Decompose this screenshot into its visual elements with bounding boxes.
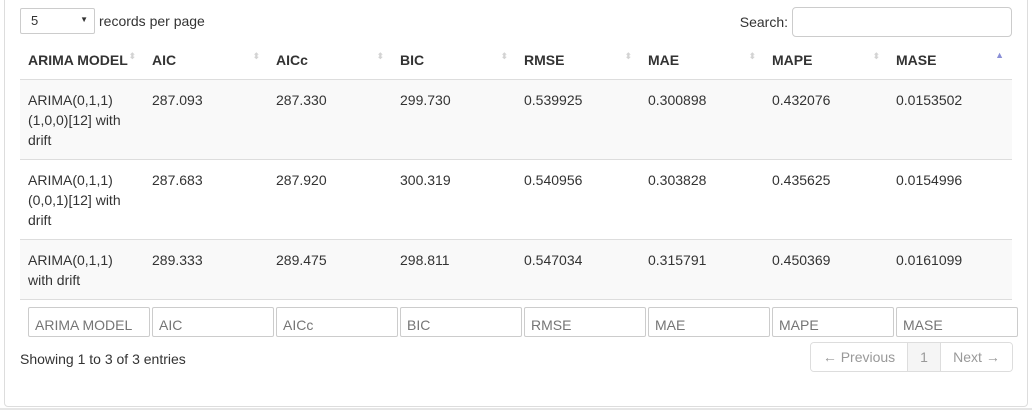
column-header-bic[interactable]: BIC ⬍: [392, 41, 516, 80]
sort-icon: ⬍: [872, 51, 880, 61]
cell-mase: 0.0154996: [888, 158, 1012, 239]
pagination: ← Previous 1 Next →: [810, 342, 1013, 372]
column-header-aic[interactable]: AIC ⬍: [144, 41, 268, 80]
sort-icon: ⬍: [252, 51, 260, 61]
cell-aicc: 287.920: [268, 158, 392, 239]
cell-arima-model: ARIMA(0,1,1) (1,0,0)[12] with drift: [20, 78, 144, 159]
cell-mae: 0.303828: [640, 158, 764, 239]
cell-mae: 0.315791: [640, 238, 764, 299]
model-line: with drift: [28, 271, 81, 288]
table-row: ARIMA(0,1,1) (1,0,0)[12] with drift 287.09…: [20, 78, 1012, 159]
cell-bic: 300.319: [392, 158, 516, 239]
filter-row: [20, 298, 1018, 337]
results-table: ARIMA MODEL ⬍ AIC ⬍ AICc ⬍ BIC ⬍ RMSE ⬍ MAE ⬍ …: [20, 41, 1018, 337]
sort-icon: ⬍: [500, 51, 508, 61]
model-line: ARIMA(0,1,1): [28, 171, 113, 188]
cell-aicc: 289.475: [268, 238, 392, 299]
page-1-button[interactable]: 1: [908, 343, 941, 371]
table-row: ARIMA(0,1,1) (0,0,1)[12] with drift 287.68…: [20, 158, 1012, 239]
column-header-aicc[interactable]: AICc ⬍: [268, 41, 392, 80]
sort-icon: ⬍: [376, 51, 384, 61]
column-header-rmse[interactable]: RMSE ⬍: [516, 41, 640, 80]
records-per-page-select[interactable]: 5 ▼: [20, 8, 95, 34]
cell-aicc: 287.330: [268, 78, 392, 159]
column-header-label: RMSE: [524, 51, 565, 68]
filter-input-mape[interactable]: [772, 306, 894, 337]
length-control: 5 ▼ records per page: [20, 8, 205, 34]
filter-input-arima-model[interactable]: [28, 306, 150, 337]
cell-rmse: 0.539925: [516, 78, 640, 159]
cell-arima-model: ARIMA(0,1,1) (0,0,1)[12] with drift: [20, 158, 144, 239]
cell-mape: 0.450369: [764, 238, 888, 299]
column-header-label: MAPE: [772, 51, 813, 68]
column-header-label: BIC: [400, 51, 425, 68]
model-line: drift: [28, 211, 52, 228]
column-header-label: MASE: [896, 51, 937, 68]
column-header-mase[interactable]: MASE ▲: [888, 41, 1012, 80]
sort-ascending-icon: ▲: [995, 50, 1004, 60]
cell-mae: 0.300898: [640, 78, 764, 159]
search-control: Search:: [740, 7, 1012, 37]
filter-input-mae[interactable]: [648, 306, 770, 337]
records-per-page-label: records per page: [99, 13, 205, 29]
cell-mase: 0.0161099: [888, 238, 1012, 299]
sort-icon: ⬍: [748, 51, 756, 61]
cell-bic: 298.811: [392, 238, 516, 299]
model-line: (1,0,0)[12] with: [28, 111, 121, 128]
header-row: ARIMA MODEL ⬍ AIC ⬍ AICc ⬍ BIC ⬍ RMSE ⬍ MAE ⬍ …: [20, 41, 1012, 80]
filter-input-bic[interactable]: [400, 306, 522, 337]
cell-mape: 0.435625: [764, 158, 888, 239]
sort-icon: ⬍: [128, 51, 136, 61]
cell-rmse: 0.547034: [516, 238, 640, 299]
table-row: ARIMA(0,1,1) with drift 289.333 289.475 2…: [20, 238, 1012, 299]
cell-rmse: 0.540956: [516, 158, 640, 239]
cell-aic: 287.093: [144, 78, 268, 159]
search-input[interactable]: [792, 7, 1012, 37]
column-header-arima-model[interactable]: ARIMA MODEL ⬍: [20, 41, 144, 80]
model-line: ARIMA(0,1,1): [28, 91, 113, 108]
dropdown-arrow-icon: ▼: [80, 15, 88, 24]
column-header-label: AIC: [152, 51, 177, 68]
search-label: Search:: [739, 14, 788, 30]
table-info-text: Showing 1 to 3 of 3 entries: [20, 351, 186, 367]
cell-aic: 289.333: [144, 238, 268, 299]
sort-icon: ⬍: [624, 51, 632, 61]
filter-input-aicc[interactable]: [276, 306, 398, 337]
cell-bic: 299.730: [392, 78, 516, 159]
records-per-page-value: 5: [31, 13, 39, 28]
filter-input-aic[interactable]: [152, 306, 274, 337]
column-header-label: AICc: [276, 51, 308, 68]
column-header-mape[interactable]: MAPE ⬍: [764, 41, 888, 80]
cell-arima-model: ARIMA(0,1,1) with drift: [20, 238, 144, 299]
column-header-label: ARIMA MODEL: [28, 51, 128, 68]
filter-input-mase[interactable]: [896, 306, 1018, 337]
model-line: drift: [28, 131, 52, 148]
next-page-button[interactable]: Next →: [941, 343, 1012, 371]
column-header-mae[interactable]: MAE ⬍: [640, 41, 764, 80]
column-header-label: MAE: [648, 51, 680, 68]
page-edge: [0, 408, 1032, 410]
filter-input-rmse[interactable]: [524, 306, 646, 337]
table-panel: [4, 0, 1028, 407]
cell-mase: 0.0153502: [888, 78, 1012, 159]
model-line: (0,0,1)[12] with: [28, 191, 121, 208]
previous-page-button[interactable]: ← Previous: [811, 343, 908, 371]
cell-mape: 0.432076: [764, 78, 888, 159]
model-line: ARIMA(0,1,1): [28, 251, 113, 268]
cell-aic: 287.683: [144, 158, 268, 239]
